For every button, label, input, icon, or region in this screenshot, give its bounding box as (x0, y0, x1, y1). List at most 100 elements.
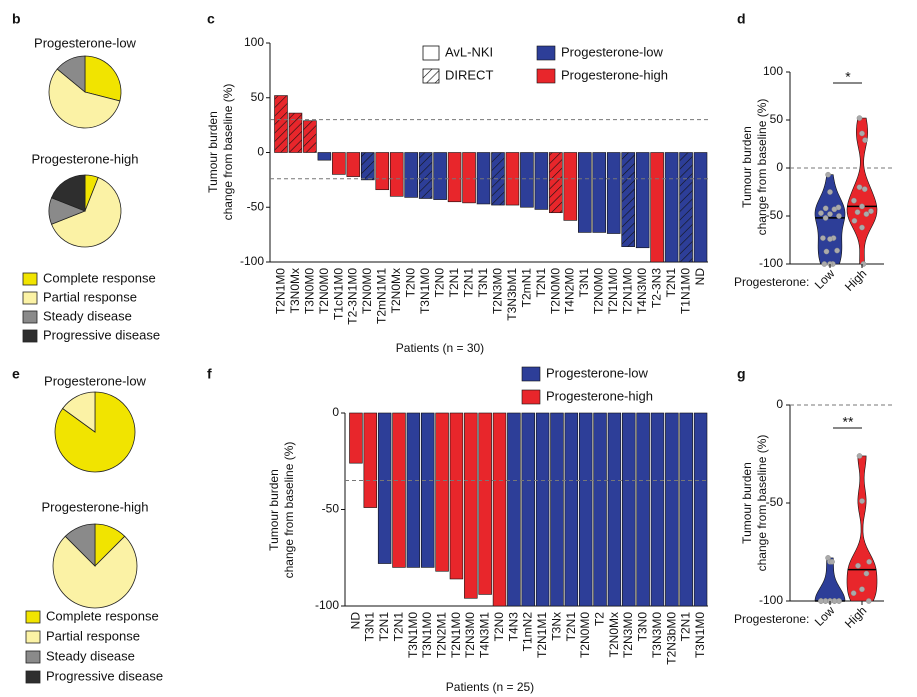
data-point (859, 498, 865, 504)
bar (507, 412, 521, 607)
bar (462, 152, 476, 204)
x-tick-label: T2N0M0 (317, 268, 331, 314)
x-tick-label: T4N3M0 (635, 268, 649, 314)
bar-hatch (288, 113, 302, 153)
x-tick-label: Low (812, 266, 838, 292)
pie-slice (64, 523, 96, 567)
data-point (856, 184, 863, 190)
bar (650, 152, 664, 263)
data-point (865, 598, 872, 604)
y-tick-label: -50 (766, 208, 784, 222)
y-tick-label: 0 (776, 160, 783, 174)
legend-swatch (22, 310, 38, 324)
data-point (827, 189, 833, 195)
legend-label: Progesterone-high (546, 388, 653, 403)
bar (693, 412, 708, 607)
bar (622, 412, 636, 607)
legend-label: Partial response (43, 289, 137, 304)
x-tick-label: T2N3bM0 (664, 612, 678, 665)
bar (492, 412, 507, 607)
legend-swatch (25, 650, 41, 664)
x-tick-label: T2N0 (404, 268, 418, 298)
y-tick-label: -100 (315, 598, 339, 612)
x-tick-label: T2N1M0 (273, 268, 287, 314)
legend-label: Steady disease (46, 648, 135, 663)
bar (693, 152, 708, 263)
x-tick-label: T3N1M0 (418, 268, 432, 314)
data-point (868, 208, 874, 214)
x-axis-label: Patients (n = 30) (396, 341, 484, 355)
data-point (827, 211, 833, 217)
y-axis-label: Tumour burden (740, 462, 754, 544)
bar (679, 412, 693, 607)
bar (433, 152, 447, 200)
pie-slice (51, 174, 86, 212)
legend-swatch (521, 389, 541, 405)
bar (577, 152, 592, 233)
bar (593, 412, 607, 607)
bar (520, 152, 534, 208)
x-tick-label: T2N0M0 (548, 268, 562, 314)
x-tick-label: T2N1 (377, 612, 391, 642)
data-point (859, 203, 865, 210)
y-axis-label: Tumour burden (740, 126, 754, 208)
x-tick-label: T3N1 (363, 612, 377, 642)
data-point (818, 598, 824, 604)
data-point (859, 130, 865, 137)
legend-label: Complete response (46, 608, 159, 623)
y-tick-label: 0 (257, 145, 264, 159)
x-tick-label: High (842, 266, 869, 293)
x-axis-label: Patients (n = 25) (446, 680, 534, 694)
y-tick-label: -100 (240, 254, 264, 268)
panel-letter: d (737, 11, 746, 27)
x-tick-label: T3N1 (476, 268, 490, 298)
bar-hatch (621, 152, 635, 247)
y-tick-label: -50 (322, 502, 340, 516)
data-point (851, 217, 858, 224)
bar-hatch (361, 152, 375, 180)
x-tick-label: T2N0Mx (389, 268, 403, 313)
x-tick-label: T3N3bM1 (505, 268, 519, 321)
x-tick-label: T4N3 (506, 612, 520, 642)
x-tick-label: T2mN1M1 (375, 268, 389, 324)
bar (592, 152, 607, 233)
bar (578, 412, 593, 607)
bar (447, 152, 462, 203)
bar (564, 412, 579, 607)
data-point (834, 247, 840, 254)
bar (464, 412, 478, 599)
x-tick-label: T2N2M1 (435, 612, 449, 658)
x-tick-label: T2N1M0 (621, 268, 635, 314)
y-tick-label: 0 (776, 397, 783, 411)
x-tick-label: T4N3M1 (478, 612, 492, 658)
y-axis-label: change from baseline (%) (755, 435, 769, 572)
panel-letter: e (12, 366, 20, 382)
data-point (823, 248, 830, 255)
x-tick-label: ND (693, 268, 707, 286)
data-point (863, 570, 870, 577)
significance-label: * (845, 69, 851, 85)
pie-slice (56, 55, 86, 93)
x-tick-label: Low (812, 603, 838, 629)
x-axis-label: Progesterone: (734, 275, 809, 289)
x-tick-label: T2N1M0 (449, 612, 463, 658)
bar (606, 152, 621, 234)
pie-slice (84, 55, 122, 102)
x-tick-label: T2N0 (492, 612, 506, 642)
bar (607, 412, 622, 607)
x-tick-label: T3N3M0 (650, 612, 664, 658)
x-tick-label: T3Nx (549, 612, 563, 641)
x-tick-label: T2N1 (391, 612, 405, 642)
y-axis-label: change from baseline (%) (221, 84, 235, 221)
bar (534, 152, 549, 210)
bar (665, 412, 679, 607)
legend-label: Progressive disease (46, 668, 163, 683)
data-point (859, 586, 865, 593)
panel-letter: g (737, 366, 746, 382)
y-axis-label: change from baseline (%) (282, 442, 296, 579)
x-tick-label: T2N1 (679, 612, 693, 642)
x-tick-label: T1N1M0 (678, 268, 692, 314)
legend-label: AvL-NKI (445, 44, 493, 59)
legend-swatch (25, 670, 41, 684)
